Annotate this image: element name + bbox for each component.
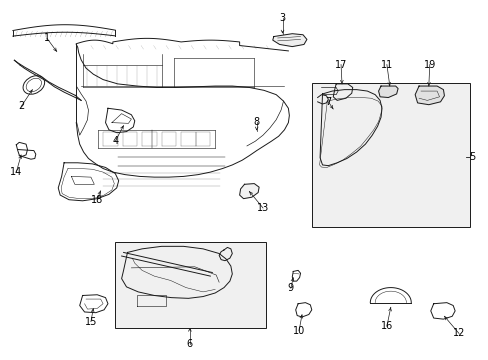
Text: 11: 11 bbox=[380, 59, 392, 69]
Text: 12: 12 bbox=[452, 328, 464, 338]
Text: 3: 3 bbox=[279, 13, 285, 23]
Polygon shape bbox=[239, 184, 259, 199]
Text: 1: 1 bbox=[44, 33, 50, 43]
Text: 16: 16 bbox=[380, 321, 392, 331]
Text: 4: 4 bbox=[112, 136, 118, 146]
Text: 18: 18 bbox=[91, 195, 103, 205]
Text: 19: 19 bbox=[423, 59, 435, 69]
Text: 14: 14 bbox=[10, 167, 22, 177]
Polygon shape bbox=[272, 34, 306, 46]
Text: 15: 15 bbox=[84, 317, 97, 327]
Text: 6: 6 bbox=[186, 339, 193, 349]
Text: 9: 9 bbox=[287, 283, 293, 293]
Text: 10: 10 bbox=[292, 325, 305, 336]
Text: 8: 8 bbox=[253, 117, 259, 127]
Bar bbox=[311, 83, 469, 227]
Polygon shape bbox=[378, 86, 397, 98]
Polygon shape bbox=[414, 86, 444, 105]
Text: 5: 5 bbox=[468, 152, 475, 162]
Text: 17: 17 bbox=[334, 59, 346, 69]
Text: 13: 13 bbox=[256, 203, 268, 213]
Bar bbox=[115, 242, 266, 328]
Text: 7: 7 bbox=[325, 97, 331, 107]
Text: 2: 2 bbox=[18, 102, 24, 112]
